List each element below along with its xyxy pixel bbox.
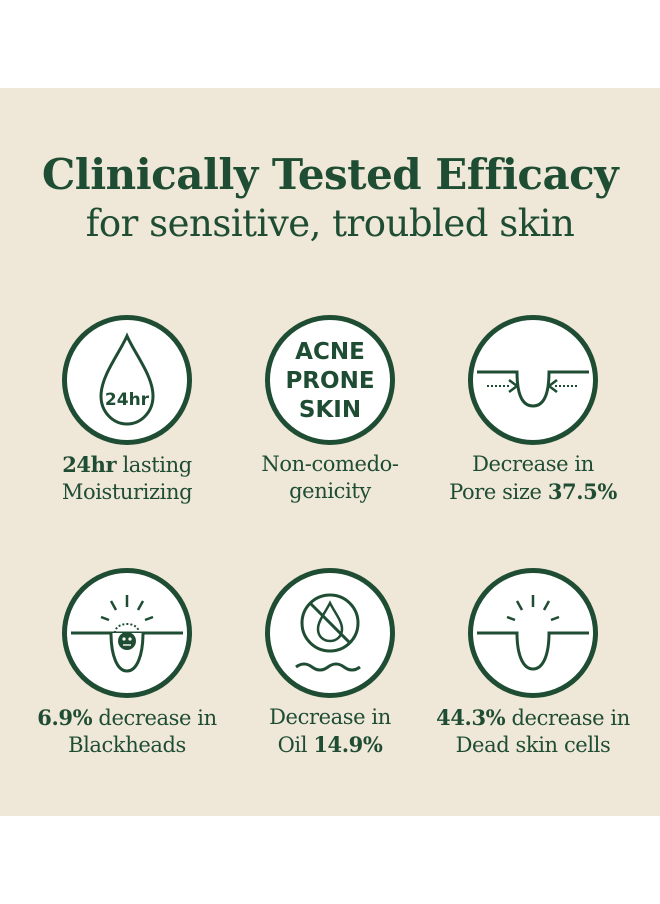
caption-text: decrease in [92,706,217,730]
benefit-caption: Decrease in Oil 14.9% [220,704,440,759]
caption-bold: 44.3% [436,705,506,730]
water-drop-24hr-icon: 24hr [99,332,155,426]
benefit-caption: Decrease in Pore size 37.5% [423,451,643,506]
caption-text: Pore size [449,480,548,504]
no-oil-icon [295,593,361,672]
icon-line-acne: ACNE [295,339,365,365]
benefit-caption: 6.9% decrease in Blackheads [17,704,237,759]
pore-shrink-icon [477,370,589,408]
caption-bold: 24hr [62,452,117,477]
page-title: Clinically Tested Efficacy [41,150,619,199]
benefit-circle [265,568,395,698]
caption-text: Oil [277,733,314,757]
caption-line1: Decrease in [269,705,391,729]
icon-line-prone: PRONE [285,368,375,394]
caption-line2: Moisturizing [61,480,193,504]
page-subtitle: for sensitive, troubled skin [85,202,575,245]
caption-bold: 6.9% [37,705,93,730]
caption-line2: genicity [289,479,371,503]
dead-skin-icon [477,595,589,671]
benefit-circle: ACNE PRONE SKIN [265,315,395,445]
drop-label: 24hr [105,390,150,410]
caption-text: decrease in [505,706,631,730]
benefit-caption: 24hr lasting Moisturizing [17,451,237,506]
benefit-circle [62,568,192,698]
caption-bold: 37.5% [547,479,618,504]
acne-prone-skin-icon: ACNE PRONE SKIN [270,338,390,425]
icon-line-skin: SKIN [298,397,362,423]
benefit-circle [468,315,598,445]
benefit-circle [468,568,598,698]
caption-line2: Blackheads [68,733,186,757]
benefit-circle: 24hr [62,315,192,445]
content-panel: Clinically Tested Efficacy for sensitive… [0,88,660,816]
caption-bold: 14.9% [313,732,383,757]
caption-line2: Dead skin cells [455,733,611,757]
caption-line1: Decrease in [472,452,594,476]
blackhead-icon [71,595,183,673]
caption-text: lasting [116,453,192,477]
benefit-caption: Non-comedo- genicity [220,451,440,505]
caption-line1: Non-comedo- [261,452,399,476]
benefit-caption: 44.3% decrease in Dead skin cells [423,704,643,759]
